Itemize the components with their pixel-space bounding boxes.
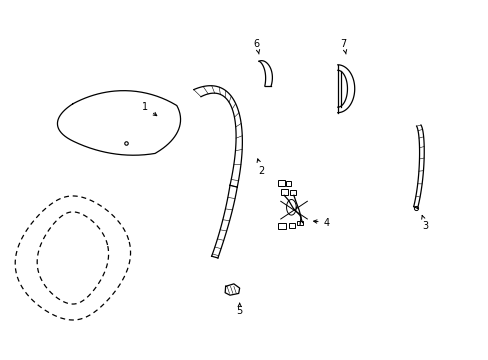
Text: 4: 4 <box>313 217 329 228</box>
Text: 1: 1 <box>142 102 157 116</box>
Text: 7: 7 <box>340 39 346 54</box>
Text: 6: 6 <box>253 39 259 54</box>
Text: 3: 3 <box>421 215 428 231</box>
Text: 5: 5 <box>236 303 243 316</box>
Text: 2: 2 <box>257 159 264 176</box>
